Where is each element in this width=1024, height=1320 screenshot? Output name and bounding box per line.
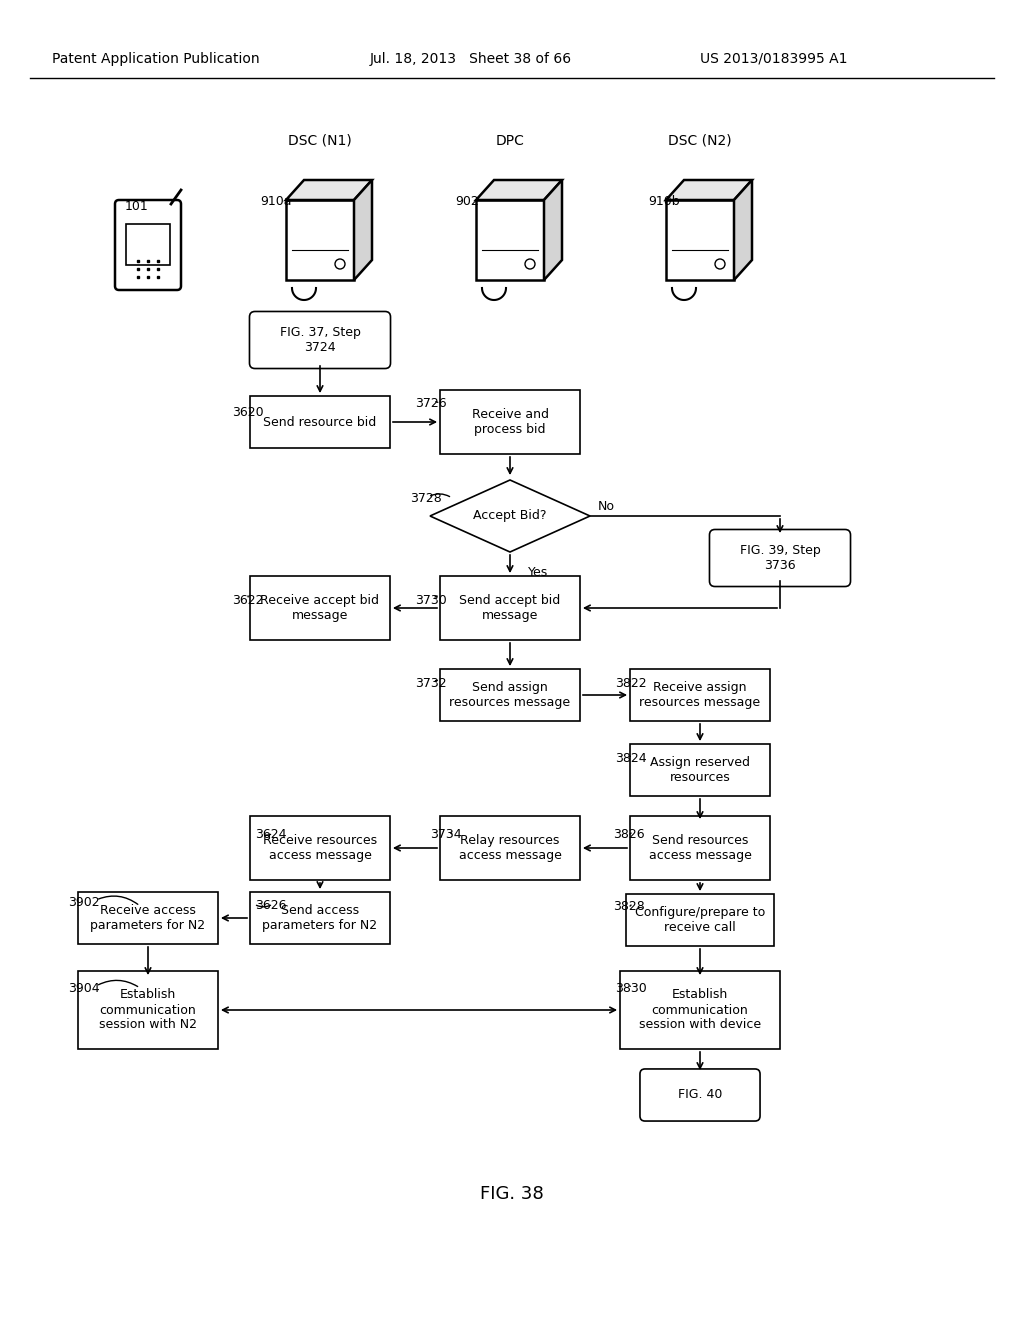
Bar [440,389,580,454]
Text: DPC: DPC [496,135,524,148]
Text: 910b: 910b [648,195,680,209]
Text: Receive and
process bid: Receive and process bid [471,408,549,436]
FancyBboxPatch shape [250,312,390,368]
Bar [250,816,390,880]
Text: Assign reserved
resources: Assign reserved resources [650,756,750,784]
Bar [78,972,218,1049]
Text: No: No [598,500,615,513]
Text: 3904: 3904 [68,982,99,995]
Text: 902: 902 [455,195,479,209]
Bar [440,816,580,880]
Text: Relay resources
access message: Relay resources access message [459,834,561,862]
Bar [626,894,774,946]
Text: DSC (N1): DSC (N1) [288,135,352,148]
Polygon shape [734,180,752,280]
Text: Send access
parameters for N2: Send access parameters for N2 [262,904,378,932]
Bar [126,224,170,265]
Text: 3622: 3622 [232,594,263,607]
Text: Accept Bid?: Accept Bid? [473,510,547,523]
Text: 910a: 910a [260,195,292,209]
Text: 3726: 3726 [415,397,446,411]
Text: 3730: 3730 [415,594,446,607]
Text: 3626: 3626 [255,899,287,912]
Text: 3620: 3620 [232,407,263,418]
Bar [630,669,770,721]
Text: FIG. 37, Step
3724: FIG. 37, Step 3724 [280,326,360,354]
Bar [630,744,770,796]
FancyBboxPatch shape [710,529,851,586]
Bar [666,201,734,280]
Polygon shape [354,180,372,280]
Circle shape [525,259,535,269]
Text: Send resources
access message: Send resources access message [648,834,752,862]
Bar [476,201,544,280]
Bar [286,201,354,280]
Bar [250,396,390,447]
Text: Receive accept bid
message: Receive accept bid message [260,594,380,622]
Bar [630,816,770,880]
Text: 3822: 3822 [615,677,646,690]
Bar [250,576,390,640]
Text: 101: 101 [125,201,148,213]
Bar [620,972,780,1049]
Text: FIG. 40: FIG. 40 [678,1089,722,1101]
FancyBboxPatch shape [640,1069,760,1121]
Text: Send resource bid: Send resource bid [263,416,377,429]
Text: 3830: 3830 [615,982,647,995]
Text: 3734: 3734 [430,828,462,841]
Text: 3624: 3624 [255,828,287,841]
Text: 3728: 3728 [410,492,441,506]
Text: US 2013/0183995 A1: US 2013/0183995 A1 [700,51,848,66]
FancyBboxPatch shape [115,201,181,290]
Text: DSC (N2): DSC (N2) [669,135,732,148]
Text: Configure/prepare to
receive call: Configure/prepare to receive call [635,906,765,935]
Polygon shape [544,180,562,280]
Text: Send assign
resources message: Send assign resources message [450,681,570,709]
Text: 3902: 3902 [68,896,99,909]
Bar [440,576,580,640]
Text: Patent Application Publication: Patent Application Publication [52,51,260,66]
Text: Establish
communication
session with device: Establish communication session with dev… [639,989,761,1031]
Text: FIG. 39, Step
3736: FIG. 39, Step 3736 [739,544,820,572]
Text: 3824: 3824 [615,752,646,766]
Text: Establish
communication
session with N2: Establish communication session with N2 [99,989,197,1031]
Polygon shape [476,180,562,201]
Bar [78,892,218,944]
Text: 3732: 3732 [415,677,446,690]
Circle shape [715,259,725,269]
Bar [250,892,390,944]
Bar [440,669,580,721]
Circle shape [335,259,345,269]
Polygon shape [430,480,590,552]
Polygon shape [286,180,372,201]
Text: 3826: 3826 [613,828,645,841]
Text: Yes: Yes [528,566,548,579]
Text: Receive assign
resources message: Receive assign resources message [639,681,761,709]
Text: Send accept bid
message: Send accept bid message [460,594,560,622]
Polygon shape [666,180,752,201]
Text: Jul. 18, 2013   Sheet 38 of 66: Jul. 18, 2013 Sheet 38 of 66 [370,51,572,66]
Text: FIG. 38: FIG. 38 [480,1185,544,1203]
Text: Receive resources
access message: Receive resources access message [263,834,377,862]
Text: 3828: 3828 [613,900,645,913]
Text: Receive access
parameters for N2: Receive access parameters for N2 [90,904,206,932]
